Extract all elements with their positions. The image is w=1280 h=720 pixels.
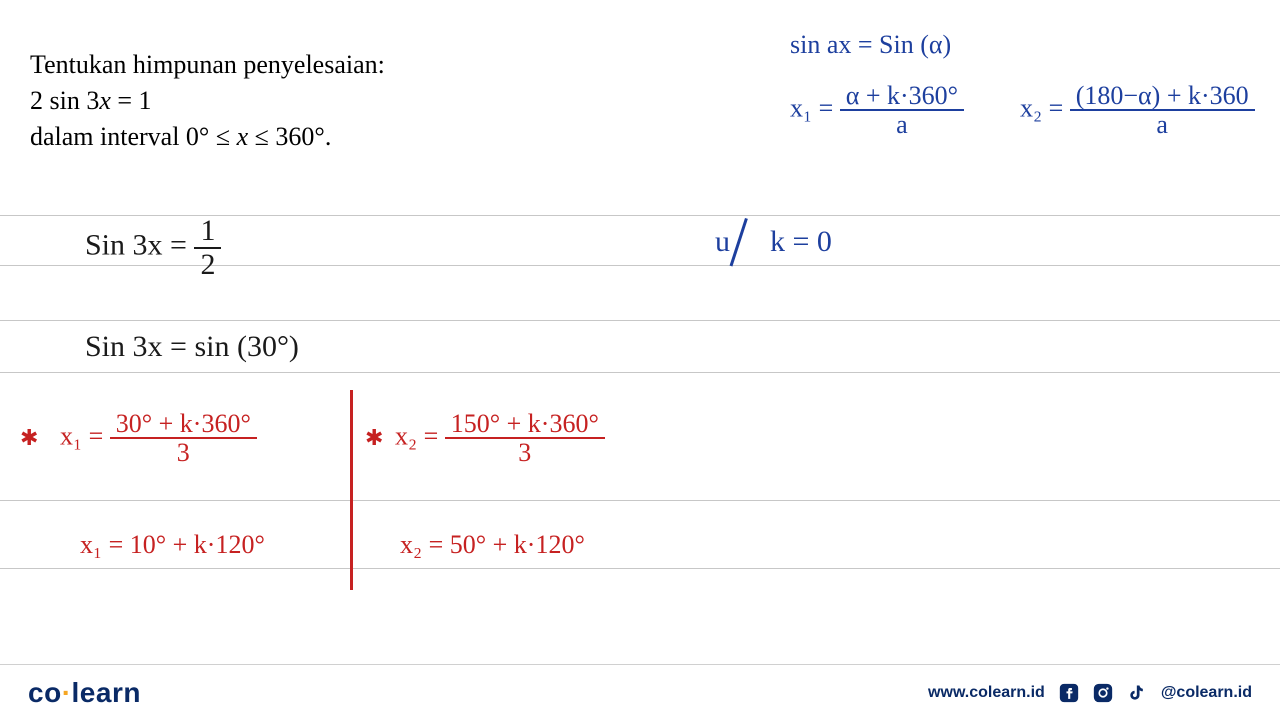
formula-x1: x₁ = α + k·360° a	[790, 82, 964, 139]
asterisk-x2: ✱	[365, 425, 383, 451]
problem-statement: Tentukan himpunan penyelesaian: 2 sin 3x…	[30, 50, 385, 158]
x1-fraction: x₁ = 30° + k·360° 3	[60, 410, 257, 467]
x1-result: x₁ = 10° + k·120°	[80, 530, 265, 560]
step-sin3x-sin30: Sin 3x = sin (30°)	[85, 330, 299, 364]
problem-line-3: dalam interval 0° ≤ x ≤ 360°.	[30, 122, 385, 152]
x2-result: x₂ = 50° + k·120°	[400, 530, 585, 560]
rule-line	[0, 568, 1280, 569]
tiktok-icon	[1127, 683, 1147, 703]
colearn-logo: co·learn	[28, 677, 141, 709]
asterisk-x1: ✱	[20, 425, 38, 451]
note-u: u	[715, 225, 730, 259]
whiteboard-page: Tentukan himpunan penyelesaian: 2 sin 3x…	[0, 0, 1280, 720]
formula-x2: x₂ = (180−α) + k·360 a	[1020, 82, 1255, 139]
step-sin3x-half: Sin 3x = 1 2	[85, 215, 221, 280]
rule-line	[0, 320, 1280, 321]
footer-handle: @colearn.id	[1161, 684, 1252, 702]
note-k: k = 0	[770, 225, 832, 259]
rule-line	[0, 500, 1280, 501]
facebook-icon	[1059, 683, 1079, 703]
vertical-divider	[350, 390, 353, 590]
footer-right: www.colearn.id @colearn.id	[928, 683, 1252, 703]
problem-line-2: 2 sin 3x = 1	[30, 86, 385, 116]
slash-divider	[730, 218, 748, 266]
rule-line	[0, 372, 1280, 373]
formula-sin-ax: sin ax = Sin (α)	[790, 30, 951, 60]
instagram-icon	[1093, 683, 1113, 703]
footer-bar: co·learn www.colearn.id @colearn.id	[0, 664, 1280, 720]
x2-fraction: x₂ = 150° + k·360° 3	[395, 410, 605, 467]
footer-url: www.colearn.id	[928, 684, 1045, 702]
problem-line-1: Tentukan himpunan penyelesaian:	[30, 50, 385, 80]
